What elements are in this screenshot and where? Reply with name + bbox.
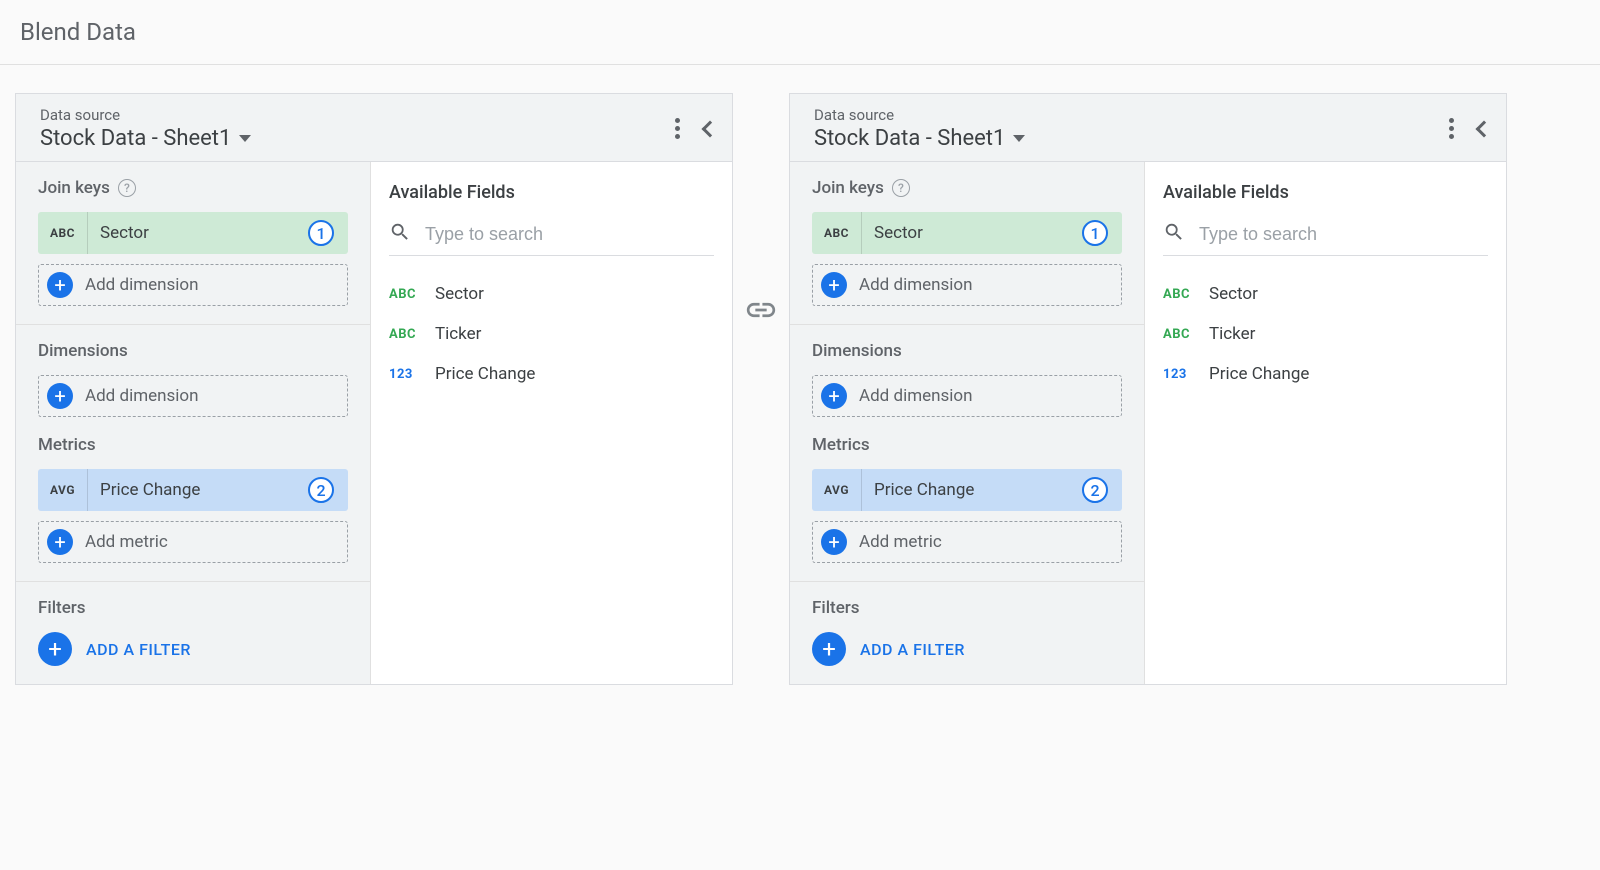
plus-icon: + [821,383,847,409]
more-options-button[interactable] [669,112,686,145]
add-filter-label: ADD A FILTER [86,640,191,659]
add-metric-button[interactable]: + Add metric [38,521,348,563]
field-label: Ticker [1209,324,1255,344]
annotation-badge-1: 1 [1082,220,1108,246]
help-icon[interactable]: ? [892,179,910,197]
field-type-abc-icon: ABC [389,327,419,342]
field-label: Price Change [435,364,535,384]
caret-down-icon [1013,135,1025,142]
config-column: Join keys ? ABC Sector 1 + Add dimension… [16,162,371,684]
available-field-item[interactable]: 123 Price Change [389,354,714,394]
panel-header: Data source Stock Data - Sheet1 [16,94,732,162]
available-field-item[interactable]: ABC Sector [1163,274,1488,314]
caret-down-icon [239,135,251,142]
add-dimension-label: Add dimension [85,386,199,406]
search-icon [1163,221,1185,247]
available-field-item[interactable]: 123 Price Change [1163,354,1488,394]
page-title: Blend Data [0,0,1600,65]
plus-icon: + [812,632,846,666]
field-type-123-icon: 123 [389,367,419,382]
metric-chip[interactable]: AVG Price Change 2 [38,469,348,511]
field-type-abc-icon: ABC [1163,327,1193,342]
dimensions-heading: Dimensions [812,341,1122,361]
available-field-item[interactable]: ABC Ticker [1163,314,1488,354]
field-label: Ticker [435,324,481,344]
filters-heading: Filters [38,598,348,618]
add-join-dimension-button[interactable]: + Add dimension [812,264,1122,306]
available-fields-column: Available Fields ABC Sector ABC Ticker 1… [371,162,732,684]
data-source-selector[interactable]: Stock Data - Sheet1 [40,126,669,151]
join-key-chip[interactable]: ABC Sector 1 [812,212,1122,254]
available-field-item[interactable]: ABC Ticker [389,314,714,354]
plus-icon: + [38,632,72,666]
add-filter-label: ADD A FILTER [860,640,965,659]
add-dimension-button[interactable]: + Add dimension [38,375,348,417]
field-label: Sector [435,284,484,304]
data-source-name: Stock Data - Sheet1 [814,126,1005,151]
data-source-selector[interactable]: Stock Data - Sheet1 [814,126,1443,151]
aggregation-type: AVG [38,469,88,511]
collapse-panel-button[interactable] [702,120,719,137]
panels-container: Data source Stock Data - Sheet1 Join key… [0,65,1600,713]
filters-heading: Filters [812,598,1122,618]
plus-icon: + [47,529,73,555]
data-source-name: Stock Data - Sheet1 [40,126,231,151]
plus-icon: + [821,529,847,555]
aggregation-type: AVG [812,469,862,511]
panel-header: Data source Stock Data - Sheet1 [790,94,1506,162]
available-field-item[interactable]: ABC Sector [389,274,714,314]
chip-label: Price Change [862,480,1082,500]
field-type-abc: ABC [38,212,88,254]
data-source-label: Data source [40,106,669,124]
more-options-button[interactable] [1443,112,1460,145]
join-key-chip[interactable]: ABC Sector 1 [38,212,348,254]
data-source-label: Data source [814,106,1443,124]
available-fields-heading: Available Fields [1163,182,1488,203]
add-dimension-label: Add dimension [85,275,199,295]
field-type-123-icon: 123 [1163,367,1193,382]
add-dimension-label: Add dimension [859,386,973,406]
add-metric-button[interactable]: + Add metric [812,521,1122,563]
available-fields-heading: Available Fields [389,182,714,203]
metric-chip[interactable]: AVG Price Change 2 [812,469,1122,511]
blend-link-connector [733,93,789,331]
add-filter-button[interactable]: + ADD A FILTER [38,632,348,666]
join-keys-heading: Join keys ? [38,178,348,198]
field-type-abc-icon: ABC [1163,287,1193,302]
field-type-abc-icon: ABC [389,287,419,302]
annotation-badge-2: 2 [308,477,334,503]
field-search-input[interactable] [1199,224,1488,245]
chip-label: Sector [88,223,308,243]
dimensions-heading: Dimensions [38,341,348,361]
field-type-abc: ABC [812,212,862,254]
help-icon[interactable]: ? [118,179,136,197]
search-icon [389,221,411,247]
add-dimension-label: Add dimension [859,275,973,295]
field-search-input[interactable] [425,224,714,245]
plus-icon: + [47,272,73,298]
annotation-badge-2: 2 [1082,477,1108,503]
add-metric-label: Add metric [85,532,168,552]
field-label: Price Change [1209,364,1309,384]
add-filter-button[interactable]: + ADD A FILTER [812,632,1122,666]
collapse-panel-button[interactable] [1476,120,1493,137]
join-keys-heading: Join keys ? [812,178,1122,198]
chip-label: Sector [862,223,1082,243]
available-fields-column: Available Fields ABC Sector ABC Ticker 1… [1145,162,1506,684]
annotation-badge-1: 1 [308,220,334,246]
field-label: Sector [1209,284,1258,304]
add-join-dimension-button[interactable]: + Add dimension [38,264,348,306]
chip-label: Price Change [88,480,308,500]
data-source-panel-0: Data source Stock Data - Sheet1 Join key… [15,93,733,685]
data-source-panel-1: Data source Stock Data - Sheet1 Join key… [789,93,1507,685]
link-icon [744,293,778,331]
plus-icon: + [47,383,73,409]
config-column: Join keys ? ABC Sector 1 + Add dimension… [790,162,1145,684]
add-metric-label: Add metric [859,532,942,552]
metrics-heading: Metrics [38,435,348,455]
metrics-heading: Metrics [812,435,1122,455]
add-dimension-button[interactable]: + Add dimension [812,375,1122,417]
plus-icon: + [821,272,847,298]
